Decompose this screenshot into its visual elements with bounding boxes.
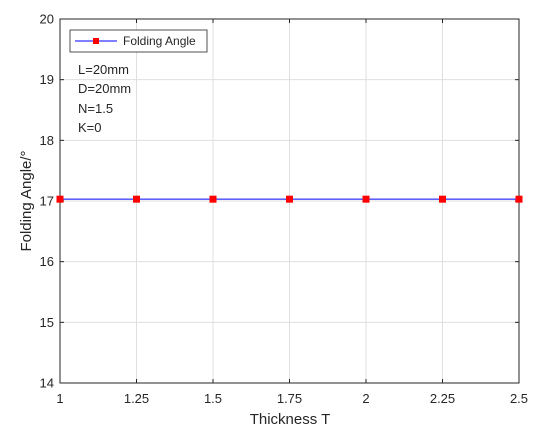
- x-tick-label: 2.25: [430, 391, 455, 406]
- x-tick-label: 2.5: [510, 391, 528, 406]
- y-tick-label: 16: [40, 254, 54, 269]
- annotation-n: N=1.5: [78, 101, 113, 116]
- y-tick-label: 18: [40, 133, 54, 148]
- x-tick-label: 1.5: [204, 391, 222, 406]
- parameter-annotations: L=20mm D=20mm N=1.5 K=0: [78, 62, 131, 135]
- legend-box: [69, 29, 208, 53]
- y-tick-label: 14: [40, 376, 54, 391]
- axis-ticks: 1 1.25 1.5 1.75 2 2.25 2.5 14 15 16 17 18 19 20: [40, 12, 529, 407]
- data-point-marker: [286, 195, 293, 203]
- data-point-marker: [439, 195, 446, 203]
- data-point-marker: [56, 195, 64, 203]
- data-point-marker: [515, 195, 523, 203]
- y-tick-label: 17: [40, 194, 54, 209]
- y-tick-label: 19: [40, 72, 54, 87]
- x-tick-label: 2: [362, 391, 369, 406]
- data-point-marker: [133, 195, 140, 203]
- legend: Folding Angle: [69, 29, 208, 53]
- y-axis-label: Folding Angle/°: [18, 150, 35, 251]
- y-tick-label: 20: [40, 12, 54, 27]
- x-tick-label: 1.25: [124, 391, 149, 406]
- annotation-l: L=20mm: [78, 62, 129, 77]
- x-axis-label: Thickness T: [250, 411, 331, 428]
- legend-marker-sample: [93, 38, 99, 44]
- x-tick-label: 1: [56, 391, 63, 406]
- annotation-d: D=20mm: [78, 81, 131, 96]
- annotation-k: K=0: [78, 120, 102, 135]
- data-point-marker: [362, 195, 370, 203]
- y-tick-label: 15: [40, 315, 54, 330]
- x-tick-label: 1.75: [277, 391, 302, 406]
- series-layer: [56, 195, 523, 203]
- data-point-marker: [209, 195, 217, 203]
- legend-entry-folding-angle: Folding Angle: [123, 34, 196, 48]
